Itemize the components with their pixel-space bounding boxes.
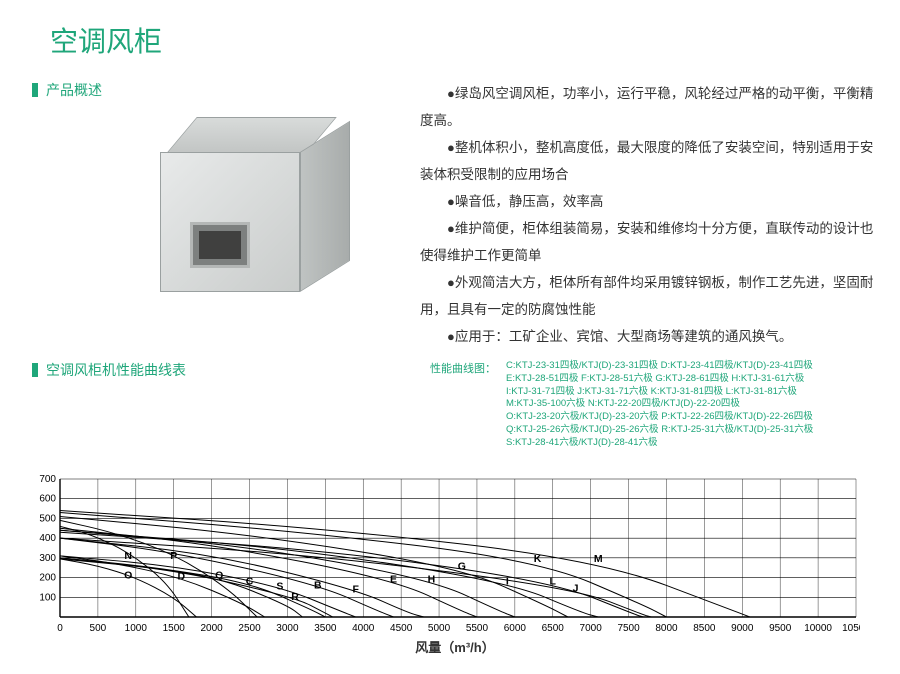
legend-line: S:KTJ-28-41六极/KTJ(D)-28-41六极 — [506, 437, 813, 450]
bullet-icon — [32, 363, 38, 377]
overview-row: 产品概述 ●绿岛风空调风柜，功率小，运行平稳，风轮经过严格的动平衡，平衡精度高。… — [0, 80, 900, 350]
svg-text:6500: 6500 — [542, 623, 565, 634]
overview-bullet: ●维护简便，柜体组装简易，安装和维修均十分方便，直联传动的设计也使得维护工作更简… — [420, 215, 880, 269]
svg-text:S: S — [276, 580, 283, 592]
legend-line: I:KTJ-31-71四极 J:KTJ-31-71六极 K:KTJ-31-81四… — [506, 386, 813, 399]
svg-text:700: 700 — [39, 475, 56, 485]
cabinet-icon — [160, 122, 360, 292]
svg-text:100: 100 — [39, 592, 56, 603]
svg-text:J: J — [573, 582, 579, 594]
svg-text:G: G — [458, 561, 466, 573]
svg-text:3000: 3000 — [276, 623, 299, 634]
svg-text:3500: 3500 — [314, 623, 337, 634]
svg-text:8000: 8000 — [655, 623, 678, 634]
svg-text:F: F — [352, 583, 359, 595]
svg-text:L: L — [550, 575, 557, 587]
overview-text: ●绿岛风空调风柜，功率小，运行平稳，风轮经过严格的动平衡，平衡精度高。●整机体积… — [420, 80, 900, 350]
svg-text:9000: 9000 — [731, 623, 754, 634]
overview-bullet: ●绿岛风空调风柜，功率小，运行平稳，风轮经过严格的动平衡，平衡精度高。 — [420, 80, 880, 134]
svg-text:H: H — [428, 574, 436, 586]
svg-text:M: M — [594, 553, 603, 565]
overview-bullet: ●外观简洁大方，柜体所有部件均采用镀锌钢板，制作工艺先进，坚固耐用，且具有一定的… — [420, 269, 880, 323]
legend-body: C:KTJ-23-31四极/KTJ(D)-23-31四极 D:KTJ-23-41… — [506, 360, 813, 450]
svg-text:0: 0 — [57, 623, 63, 634]
svg-text:5500: 5500 — [466, 623, 489, 634]
section-header-label: 产品概述 — [46, 80, 102, 100]
svg-text:500: 500 — [90, 623, 107, 634]
legend-line: C:KTJ-23-31四极/KTJ(D)-23-31四极 D:KTJ-23-41… — [506, 360, 813, 373]
section-header-performance: 空调风柜机性能曲线表 — [32, 360, 310, 380]
product-illustration — [130, 102, 390, 332]
svg-text:1500: 1500 — [163, 623, 186, 634]
svg-text:4500: 4500 — [390, 623, 413, 634]
svg-text:200: 200 — [39, 573, 56, 584]
legend-line: M:KTJ-35-100六极 N:KTJ-22-20四极/KTJ(D)-22-2… — [506, 398, 813, 411]
chart-svg: 1002003004005006007000500100015002000250… — [30, 475, 860, 635]
svg-text:7500: 7500 — [617, 623, 640, 634]
svg-text:8500: 8500 — [693, 623, 716, 634]
svg-text:600: 600 — [39, 494, 56, 505]
legend-line: Q:KTJ-25-26六极/KTJ(D)-25-26六极 R:KTJ-25-31… — [506, 424, 813, 437]
svg-text:9500: 9500 — [769, 623, 792, 634]
svg-text:300: 300 — [39, 553, 56, 564]
overview-bullet: ●噪音低，静压高，效率高 — [420, 188, 880, 215]
svg-text:N: N — [124, 550, 132, 562]
performance-row: 空调风柜机性能曲线表 性能曲线图： C:KTJ-23-31四极/KTJ(D)-2… — [0, 360, 900, 450]
svg-text:E: E — [390, 574, 397, 586]
overview-bullet: ●整机体积小，整机高度低，最大限度的降低了安装空间，特别适用于安装体积受限制的应… — [420, 134, 880, 188]
overview-left: 产品概述 — [0, 80, 420, 332]
svg-text:O: O — [124, 570, 132, 582]
legend-line: O:KTJ-23-20六极/KTJ(D)-23-20六极 P:KTJ-22-26… — [506, 411, 813, 424]
svg-text:2500: 2500 — [238, 623, 261, 634]
svg-text:6000: 6000 — [504, 623, 527, 634]
svg-text:5000: 5000 — [428, 623, 451, 634]
legend-label: 性能曲线图： — [430, 360, 496, 376]
svg-text:10500: 10500 — [842, 623, 860, 634]
svg-text:R: R — [291, 591, 299, 603]
section-header-label: 空调风柜机性能曲线表 — [46, 360, 186, 380]
svg-text:7000: 7000 — [580, 623, 603, 634]
performance-chart: 1002003004005006007000500100015002000250… — [30, 475, 880, 656]
svg-text:I: I — [506, 575, 509, 587]
svg-text:4000: 4000 — [352, 623, 375, 634]
x-axis-label: 风量（m³/h） — [30, 637, 880, 656]
svg-text:P: P — [170, 550, 177, 562]
section-header-overview: 产品概述 — [32, 80, 420, 100]
svg-text:500: 500 — [39, 513, 56, 524]
svg-text:10000: 10000 — [804, 623, 832, 634]
svg-text:1000: 1000 — [125, 623, 148, 634]
bullet-icon — [32, 83, 38, 97]
page-title: 空调风柜 — [0, 0, 900, 80]
legend-line: E:KTJ-28-51四极 F:KTJ-28-51六极 G:KTJ-28-61四… — [506, 373, 813, 386]
svg-text:400: 400 — [39, 533, 56, 544]
overview-bullet: ●应用于：工矿企业、宾馆、大型商场等建筑的通风换气。 — [420, 323, 880, 350]
svg-text:2000: 2000 — [200, 623, 223, 634]
